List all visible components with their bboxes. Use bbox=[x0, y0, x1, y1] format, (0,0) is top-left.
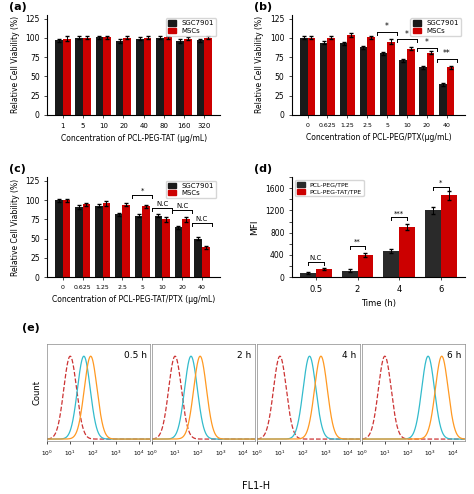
Y-axis label: Relative Cell Viability (%): Relative Cell Viability (%) bbox=[11, 16, 20, 114]
Bar bbox=[182, 219, 190, 277]
Legend: SGC7901, MSCs: SGC7901, MSCs bbox=[166, 181, 216, 198]
Y-axis label: Relative Cell Viability (%): Relative Cell Viability (%) bbox=[255, 16, 264, 114]
Legend: SGC7901, MSCs: SGC7901, MSCs bbox=[166, 18, 216, 36]
Bar bbox=[400, 60, 407, 115]
Bar bbox=[300, 273, 316, 277]
Bar bbox=[320, 42, 328, 115]
Bar bbox=[316, 269, 332, 277]
Bar bbox=[156, 38, 164, 115]
Bar bbox=[164, 37, 172, 115]
Text: N.C: N.C bbox=[156, 201, 168, 207]
Bar bbox=[425, 210, 441, 277]
Text: (d): (d) bbox=[254, 164, 273, 174]
Bar bbox=[439, 84, 447, 115]
Bar bbox=[357, 255, 374, 277]
Text: 4 h: 4 h bbox=[342, 351, 356, 360]
Bar bbox=[136, 39, 144, 115]
Bar bbox=[204, 38, 212, 115]
Text: 6 h: 6 h bbox=[447, 351, 462, 360]
Legend: SGC7901, MSCs: SGC7901, MSCs bbox=[410, 18, 461, 36]
Text: 0.5 h: 0.5 h bbox=[124, 351, 147, 360]
Bar bbox=[380, 53, 387, 115]
Y-axis label: Relative Cell Viability (%): Relative Cell Viability (%) bbox=[11, 179, 20, 276]
X-axis label: Concentration of PCL-PEG-TAT/PTX (μg/mL): Concentration of PCL-PEG-TAT/PTX (μg/mL) bbox=[52, 295, 215, 304]
Bar bbox=[427, 52, 434, 115]
Bar bbox=[399, 227, 415, 277]
Bar bbox=[197, 40, 204, 115]
Bar bbox=[360, 47, 367, 115]
Text: *: * bbox=[439, 180, 443, 186]
Bar bbox=[441, 196, 456, 277]
Text: N.C: N.C bbox=[176, 204, 188, 209]
Bar bbox=[387, 42, 395, 115]
Text: *: * bbox=[425, 38, 429, 47]
X-axis label: Time (h): Time (h) bbox=[361, 299, 396, 308]
Bar bbox=[447, 67, 454, 115]
Bar bbox=[83, 38, 91, 115]
Bar bbox=[194, 239, 202, 277]
Bar bbox=[124, 38, 131, 115]
Bar bbox=[96, 37, 103, 115]
Legend: PCL-PEG/TPE, PCL-PEG-TAT/TPE: PCL-PEG/TPE, PCL-PEG-TAT/TPE bbox=[295, 180, 364, 196]
Text: *: * bbox=[385, 22, 389, 31]
Text: (a): (a) bbox=[9, 2, 27, 12]
Bar bbox=[328, 38, 335, 115]
Text: **: ** bbox=[354, 239, 361, 245]
Bar bbox=[162, 219, 170, 277]
Bar bbox=[407, 49, 415, 115]
Bar bbox=[63, 200, 70, 277]
Bar bbox=[82, 204, 90, 277]
Bar bbox=[122, 205, 130, 277]
Bar bbox=[103, 37, 111, 115]
Text: (c): (c) bbox=[9, 164, 27, 174]
Bar bbox=[340, 43, 347, 115]
X-axis label: Concentration of PCL-PEG-TAT (μg/mL): Concentration of PCL-PEG-TAT (μg/mL) bbox=[61, 134, 207, 143]
Bar bbox=[419, 67, 427, 115]
Text: *: * bbox=[141, 188, 144, 194]
Bar bbox=[115, 214, 122, 277]
Bar bbox=[75, 207, 82, 277]
Bar bbox=[367, 37, 375, 115]
Text: N.C: N.C bbox=[196, 216, 208, 222]
Bar bbox=[135, 215, 142, 277]
Bar bbox=[142, 206, 150, 277]
Text: 2 h: 2 h bbox=[237, 351, 252, 360]
Text: FL1-H: FL1-H bbox=[242, 481, 270, 491]
Bar bbox=[95, 206, 102, 277]
Bar bbox=[144, 38, 151, 115]
Bar bbox=[383, 251, 399, 277]
Y-axis label: MFI: MFI bbox=[251, 219, 260, 235]
Bar bbox=[347, 35, 355, 115]
Bar bbox=[174, 227, 182, 277]
Bar bbox=[342, 271, 357, 277]
Bar bbox=[55, 200, 63, 277]
Text: N.C: N.C bbox=[310, 255, 322, 261]
X-axis label: Concentration of PCL-PEG/PTX(μg/mL): Concentration of PCL-PEG/PTX(μg/mL) bbox=[306, 133, 451, 142]
Bar bbox=[155, 215, 162, 277]
Bar bbox=[300, 38, 308, 115]
Bar bbox=[202, 247, 210, 277]
Bar bbox=[63, 39, 71, 115]
Bar bbox=[75, 38, 83, 115]
Bar bbox=[308, 38, 315, 115]
Bar bbox=[102, 204, 110, 277]
Text: (b): (b) bbox=[254, 2, 273, 12]
Text: **: ** bbox=[443, 49, 451, 58]
Y-axis label: Count: Count bbox=[33, 380, 42, 405]
Bar bbox=[176, 41, 184, 115]
Text: (e): (e) bbox=[22, 323, 40, 332]
Bar bbox=[55, 40, 63, 115]
Bar bbox=[116, 41, 124, 115]
Bar bbox=[184, 39, 192, 115]
Text: ***: *** bbox=[394, 210, 404, 216]
Text: *: * bbox=[405, 30, 409, 39]
